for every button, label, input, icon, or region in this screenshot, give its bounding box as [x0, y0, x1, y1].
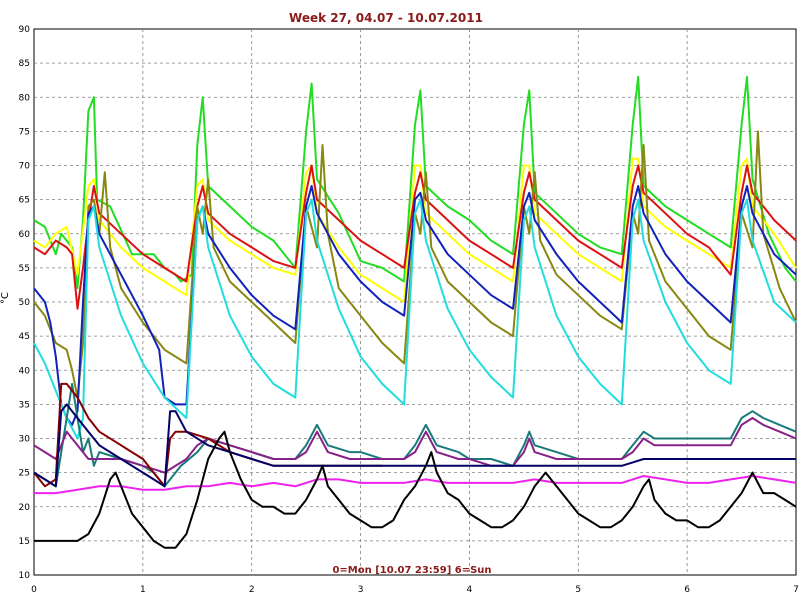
x-tick-label: 6: [684, 585, 690, 595]
chart-title: Week 27, 04.07 - 10.07.2011: [289, 11, 483, 25]
y-tick-label: 90: [19, 25, 31, 35]
y-tick-label: 75: [19, 127, 30, 137]
x-tick-label: 3: [358, 585, 364, 595]
x-axis-ticks: 0 1 2 3 4 5 6 7: [31, 585, 799, 595]
x-tick-label: 2: [249, 585, 255, 595]
x-tick-label: 7: [793, 585, 799, 595]
series-line: [33, 403, 796, 488]
y-tick-label: 20: [19, 503, 31, 513]
series-line: [33, 130, 797, 399]
y-tick-label: 70: [19, 162, 31, 172]
y-tick-label: 55: [19, 264, 30, 274]
y-tick-label: 60: [19, 230, 31, 240]
x-axis-label: 0=Mon [10.07 23:59] 6=Sun: [332, 565, 491, 576]
series-line: [34, 430, 797, 549]
y-tick-label: 15: [19, 537, 30, 547]
y-tick-label: 40: [19, 366, 31, 376]
y-tick-label: 10: [19, 571, 31, 581]
series-line: [33, 75, 797, 290]
y-tick-label: 65: [19, 196, 30, 206]
x-tick-label: 0: [31, 585, 37, 595]
y-tick-label: 30: [19, 435, 31, 445]
y-tick-label: 25: [19, 469, 30, 479]
x-tick-label: 4: [467, 585, 473, 595]
series-line: [33, 185, 797, 426]
y-tick-label: 80: [19, 93, 31, 103]
x-tick-label: 1: [140, 585, 146, 595]
x-tick-label: 5: [575, 585, 581, 595]
series-line: [33, 198, 797, 440]
y-tick-label: 45: [19, 332, 30, 342]
y-axis-ticks: 10 15 20 25 30 35 40 45 50 55 60 65 70 75 80 85 90: [19, 25, 31, 581]
y-tick-label: 85: [19, 59, 30, 69]
y-tick-label: 50: [19, 298, 31, 308]
y-axis-label: °C: [0, 292, 11, 304]
series-line: [34, 475, 797, 495]
y-tick-label: 35: [19, 400, 30, 410]
series-line: [33, 417, 797, 474]
data-series: [33, 75, 797, 549]
